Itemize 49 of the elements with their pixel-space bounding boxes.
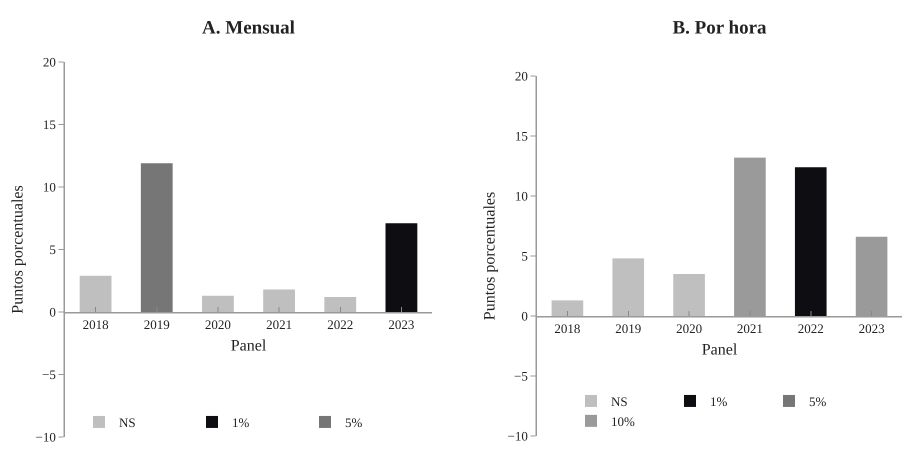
y-tick-label: 5 — [521, 248, 528, 264]
y-axis-title: Puntos porcentuales — [10, 185, 27, 314]
x-tick-label: 2022 — [798, 321, 824, 336]
x-tick-label: 2023 — [858, 321, 885, 336]
y-tick-label: 15 — [514, 128, 528, 144]
y-tick-label: −5 — [42, 367, 56, 382]
legend-label: 5% — [809, 394, 826, 410]
bar — [794, 167, 827, 316]
x-tick-label: 2018 — [554, 321, 580, 336]
bar — [80, 276, 112, 312]
y-tick-label: −5 — [514, 368, 528, 384]
bar — [612, 258, 644, 316]
legend-label: NS — [611, 394, 628, 410]
x-tick-label: 2019 — [615, 321, 642, 336]
y-tick-label: 20 — [42, 54, 56, 70]
bar — [202, 296, 234, 312]
chart-title: A. Mensual — [202, 17, 295, 38]
x-tick-label: 2020 — [204, 317, 231, 332]
x-tick-label: 2022 — [327, 317, 354, 332]
bar — [324, 297, 356, 312]
y-axis-title: Puntos porcentuales — [482, 192, 499, 320]
legend-label: 1% — [232, 415, 250, 430]
x-tick-label: 2018 — [82, 317, 109, 332]
legend-label: 1% — [710, 394, 728, 410]
legend-label: 5% — [345, 415, 362, 430]
bar — [673, 274, 705, 316]
y-tick-label: 20 — [514, 68, 528, 84]
bar — [263, 290, 295, 312]
y-tick-label: −10 — [36, 430, 56, 445]
y-tick-label: 0 — [521, 308, 528, 324]
x-tick-label: 2021 — [736, 321, 763, 336]
y-tick-label: 5 — [49, 242, 56, 258]
legend-label: NS — [119, 415, 136, 430]
y-tick-label: 15 — [42, 117, 56, 132]
x-tick-label: 2020 — [676, 321, 702, 336]
chart-title: B. Por hora — [672, 17, 768, 38]
bar — [386, 223, 418, 312]
x-axis-title: Panel — [702, 342, 738, 359]
x-tick-label: 2021 — [266, 317, 292, 332]
y-tick-label: 10 — [42, 180, 56, 195]
bar — [552, 300, 584, 316]
y-tick-label: 0 — [49, 304, 56, 320]
x-tick-label: 2023 — [388, 317, 414, 332]
x-tick-label: 2019 — [144, 317, 170, 332]
y-tick-label: 10 — [514, 188, 528, 204]
y-tick-label: −10 — [508, 428, 528, 444]
legend-label: 10% — [611, 414, 635, 429]
x-axis-title: Panel — [230, 338, 267, 355]
bar — [140, 163, 173, 312]
